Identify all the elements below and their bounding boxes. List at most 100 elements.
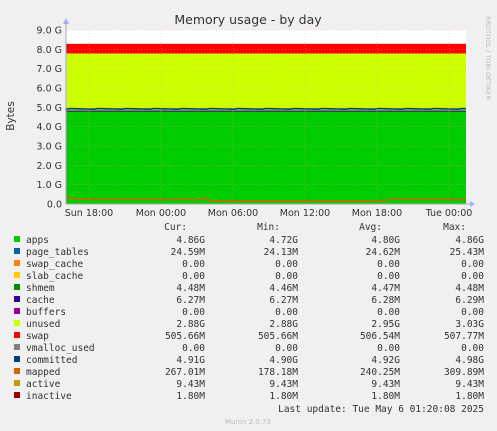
legend-swatch: [14, 260, 20, 266]
legend-value: 2.88G: [176, 319, 205, 330]
legend-value: 4.86G: [176, 235, 205, 246]
legend-name: page_tables: [26, 247, 89, 258]
legend-name: unused: [26, 319, 60, 330]
legend-value: 3.03G: [455, 319, 484, 330]
legend-value: 505.66M: [165, 331, 205, 342]
legend-value: 4.86G: [455, 235, 484, 246]
legend-value: 6.27M: [176, 295, 205, 306]
munin-footer: Munin 2.0.73: [225, 418, 271, 426]
legend-value: 240.25M: [360, 367, 400, 378]
legend-header: Avg:: [359, 222, 382, 233]
legend-name: buffers: [26, 307, 66, 318]
y-tick-label: 4.0 G: [37, 122, 63, 133]
legend-value: 4.46M: [269, 283, 298, 294]
legend-value: 4.91G: [176, 355, 205, 366]
y-tick-label: 6.0 G: [37, 84, 63, 95]
x-tick-label: Sun 18:00: [65, 208, 113, 219]
legend-value: 9.43M: [371, 379, 400, 390]
legend-value: 0.00: [377, 271, 400, 282]
legend-value: 505.66M: [258, 331, 298, 342]
legend-name: shmem: [26, 283, 55, 294]
legend-name: active: [26, 379, 61, 390]
legend-value: 0.00: [182, 343, 205, 354]
legend-value: 1.80M: [269, 391, 298, 402]
legend-name: committed: [26, 355, 77, 366]
legend-value: 507.77M: [444, 331, 484, 342]
legend-value: 4.98G: [455, 355, 484, 366]
legend-value: 2.88G: [269, 319, 298, 330]
legend-value: 4.92G: [371, 355, 400, 366]
legend-value: 0.00: [377, 307, 400, 318]
legend-value: 4.47M: [371, 283, 400, 294]
legend-value: 0.00: [461, 271, 484, 282]
y-tick-label: 0.0: [47, 200, 62, 211]
swap-area: [66, 43, 466, 54]
x-tick-label: Mon 00:00: [136, 208, 186, 219]
legend-value: 4.48M: [455, 283, 484, 294]
legend-swatch: [14, 248, 20, 254]
x-tick-label: Mon 06:00: [208, 208, 258, 219]
rrdtool-credit: RRDTOOL / TOBI OETIKER: [484, 16, 492, 100]
legend-value: 9.43M: [176, 379, 205, 390]
y-axis-arrow: [63, 18, 69, 24]
y-tick-label: 9.0 G: [37, 26, 63, 37]
legend-name: slab_cache: [26, 271, 83, 282]
x-tick-label: Mon 12:00: [280, 208, 330, 219]
legend: Cur: Min: Avg: Max: apps 4.86G 4.72G 4.80G 4.86G…: [14, 222, 484, 426]
legend-swatch: [14, 380, 20, 386]
legend-value: 506.54M: [360, 331, 400, 342]
plot-area: 0.0 1.0 G 2.0 G 3.0 G 4.0 G 5.0 G 6.0 G 7.0 G 8.…: [37, 18, 475, 219]
legend-value: 309.89M: [444, 367, 484, 378]
legend-swatch: [14, 284, 20, 290]
y-tick-label: 7.0 G: [37, 64, 63, 75]
legend-swatch: [14, 344, 20, 350]
y-axis-label: Bytes: [5, 101, 17, 130]
apps-area: [66, 111, 466, 204]
cache-area: [66, 110, 466, 112]
legend-value: 0.00: [461, 259, 484, 270]
legend-swatch: [14, 320, 20, 326]
legend-value: 178.18M: [258, 367, 298, 378]
legend-swatch: [14, 368, 20, 374]
legend-value: 24.62M: [366, 247, 401, 258]
legend-value: 0.00: [377, 343, 400, 354]
legend-name: apps: [26, 235, 49, 246]
legend-value: 0.00: [275, 271, 298, 282]
legend-swatch: [14, 332, 20, 338]
legend-value: 9.43M: [269, 379, 298, 390]
legend-value: 0.00: [377, 259, 400, 270]
legend-value: 0.00: [461, 307, 484, 318]
y-tick-label: 5.0 G: [37, 103, 63, 114]
legend-value: 6.27M: [269, 295, 298, 306]
legend-value: 4.48M: [176, 283, 205, 294]
legend-swatch: [14, 392, 20, 398]
legend-value: 4.72G: [269, 235, 298, 246]
unused-area: [66, 53, 466, 111]
legend-value: 0.00: [275, 307, 298, 318]
legend-value: 1.80M: [371, 391, 400, 402]
x-axis-arrow: [470, 201, 475, 207]
legend-name: mapped: [26, 367, 60, 378]
legend-name: inactive: [26, 391, 72, 402]
legend-value: 24.59M: [171, 247, 206, 258]
legend-value: 0.00: [182, 307, 205, 318]
mapped-line: [65, 197, 466, 202]
y-tick-label: 8.0 G: [37, 45, 63, 56]
x-tick-label: Mon 18:00: [352, 208, 402, 219]
legend-value: 1.80M: [455, 391, 484, 402]
legend-value: 9.43M: [455, 379, 484, 390]
legend-name: swap_cache: [26, 259, 83, 270]
committed-line: [65, 107, 467, 111]
legend-name: swap: [26, 331, 49, 342]
legend-value: 0.00: [182, 271, 205, 282]
legend-value: 0.00: [182, 259, 205, 270]
y-tick-label: 2.0 G: [37, 161, 63, 172]
legend-value: 1.80M: [176, 391, 205, 402]
legend-value: 24.13M: [264, 247, 299, 258]
legend-value: 25.43M: [450, 247, 485, 258]
legend-name: cache: [26, 295, 55, 306]
legend-value: 4.90G: [269, 355, 298, 366]
legend-header: Max:: [443, 222, 466, 233]
legend-header: Cur:: [164, 222, 187, 233]
